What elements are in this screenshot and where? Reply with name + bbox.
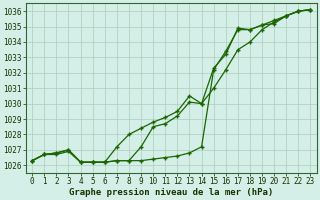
X-axis label: Graphe pression niveau de la mer (hPa): Graphe pression niveau de la mer (hPa): [69, 188, 274, 197]
